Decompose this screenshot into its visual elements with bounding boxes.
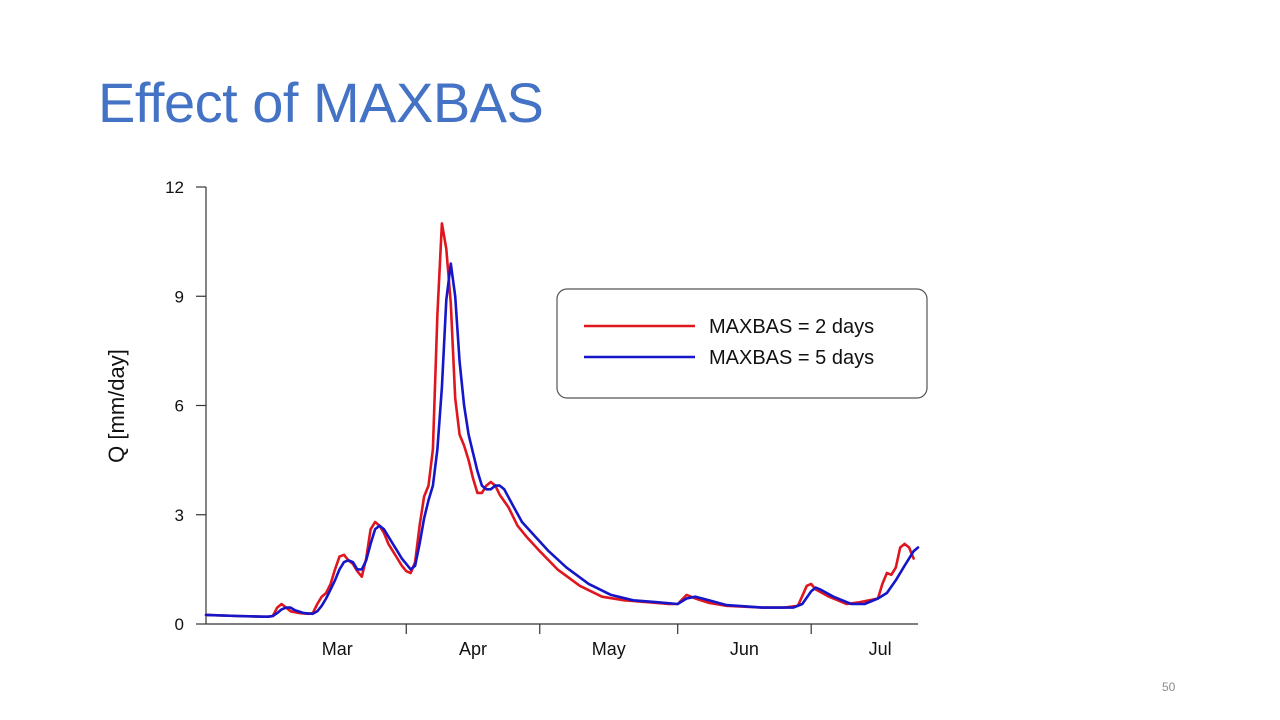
x-tick-label: Jul bbox=[869, 639, 892, 659]
y-tick-label: 0 bbox=[175, 615, 184, 634]
x-tick-label: Jun bbox=[730, 639, 759, 659]
legend-label-1: MAXBAS = 2 days bbox=[709, 316, 874, 338]
x-tick-label: Mar bbox=[322, 639, 353, 659]
y-tick-label: 6 bbox=[175, 397, 184, 416]
y-axis-label: Q [mm/day] bbox=[104, 349, 129, 463]
page-number: 50 bbox=[1162, 680, 1176, 694]
legend-box bbox=[556, 288, 928, 399]
chart-series bbox=[204, 222, 920, 619]
x-tick-label: May bbox=[592, 639, 626, 659]
chart-ticks: 0 3 6 9 12 Mar Apr May Jun Jul bbox=[165, 178, 892, 659]
y-tick-label: 12 bbox=[165, 178, 184, 197]
x-tick-label: Apr bbox=[459, 639, 487, 659]
chart-axes bbox=[205, 187, 918, 625]
series-line-2 bbox=[204, 262, 920, 619]
y-tick-label: 9 bbox=[175, 287, 184, 306]
y-tick-label: 3 bbox=[175, 506, 184, 525]
legend-label-2: MAXBAS = 5 days bbox=[709, 347, 874, 369]
slide-title: Effect of MAXBAS bbox=[98, 71, 544, 134]
chart-legend: MAXBAS = 2 days MAXBAS = 5 days bbox=[556, 288, 928, 399]
series-line-1 bbox=[204, 222, 915, 619]
